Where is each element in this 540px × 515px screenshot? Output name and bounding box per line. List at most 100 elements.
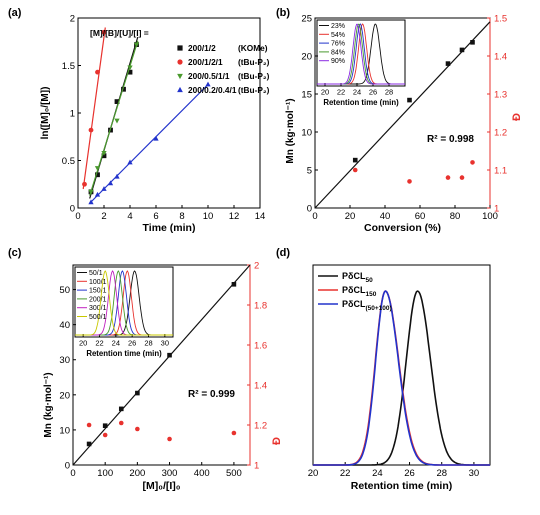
d-x-tick-label: 24: [372, 468, 383, 479]
legend-marker-a: [177, 59, 183, 65]
data-point-c: [231, 281, 237, 287]
data-point-a: [88, 199, 94, 205]
data-point-a: [94, 166, 101, 171]
b-x-tick-label: 20: [345, 211, 356, 222]
b-inset-legend-label: 23%: [331, 23, 345, 30]
b-x-tick-label: 100: [482, 211, 498, 222]
c-inset-legend-label: 500/1: [89, 314, 107, 321]
c2-y-tick-label: 1: [254, 461, 259, 472]
c-inset-legend-label: 100/1: [89, 279, 107, 286]
data-point-a: [127, 159, 133, 165]
data-point-a: [101, 29, 107, 35]
b-inset-legend-label: 90%: [331, 58, 345, 65]
y-axis-label-b: Mn (kg·mol⁻¹): [285, 98, 296, 163]
data-point-c: [135, 390, 140, 396]
y-axis-label-a: ln([M]₀/[M]): [40, 87, 51, 140]
c-x-tick-label: 500: [226, 468, 242, 479]
a-x-tick-label: 6: [153, 211, 158, 222]
fit-line-b: [314, 21, 491, 209]
c-inset-x-tick-label: 24: [112, 339, 120, 348]
legend-catalyst-a: (tBu-P₂): [238, 85, 270, 95]
curve-d: [313, 290, 490, 466]
plot-frame: [77, 17, 261, 209]
b-x-tick-label: 40: [380, 211, 391, 222]
data-point-b: [470, 40, 475, 45]
data-point-b: [470, 160, 475, 165]
data-point-c: [118, 406, 124, 412]
data-point-c: [135, 426, 140, 432]
d-x-tick-label: 20: [308, 468, 319, 479]
b-inset-legend-label: 54%: [331, 32, 345, 39]
data-point-c: [231, 430, 237, 436]
a-x-tick-label: 0: [75, 211, 80, 222]
c-inset-x-tick-label: 28: [144, 339, 152, 348]
data-point-a: [114, 118, 120, 124]
data-point-a: [114, 173, 120, 179]
b2-y-tick-label: 1.1: [494, 166, 507, 177]
c-inset-legend-label: 50/1: [89, 270, 103, 277]
data-point-b: [407, 97, 412, 103]
legend-label-d: PδCL150: [342, 285, 377, 298]
c-x-tick-label: 0: [70, 468, 75, 479]
panel-b: (b) 0 20 40 60 80 100 0 5 10 15 20 25 1 1.1 1.2 1.3 1.4 1.…: [276, 7, 523, 234]
c-y-tick-label: 20: [59, 390, 70, 401]
d-x-tick-label: 22: [340, 468, 351, 479]
c-inset-curve: [75, 270, 173, 336]
a-x-tick-label: 4: [127, 211, 132, 222]
data-point-a: [127, 65, 133, 71]
fit-line-a: [82, 27, 106, 190]
b-inset-frame: [316, 19, 406, 87]
legend-label-sub-d: (50+100): [365, 305, 391, 312]
legend-label-a: 200/0.2/0.4/1: [188, 85, 237, 95]
a-y-tick-label: 0: [70, 204, 75, 215]
d-x-tick-label: 30: [469, 468, 480, 479]
panel-c: (c) 0 100 200 300 400 500 0 10 20 30 40 50 1 1.2 1.4 1.6…: [8, 247, 283, 492]
c-inset-x-tick-label: 26: [128, 339, 136, 348]
c-inset-legend-label: 200/1: [89, 296, 107, 303]
c2-y-tick-label: 1.8: [254, 301, 267, 312]
legend-label-sub-d: 50: [365, 277, 373, 284]
data-point-a: [88, 127, 94, 133]
a-x-tick-label: 2: [101, 211, 106, 222]
y2-axis-label-b: Đ: [511, 113, 523, 121]
legend-catalyst-a: (tBu-P₂): [238, 57, 270, 67]
b-inset-x-tick-label: 28: [385, 88, 393, 97]
data-point-a: [205, 81, 211, 87]
data-point-a: [82, 181, 87, 187]
c-inset-legend-label: 300/1: [89, 305, 107, 312]
legend-label-d: PδCL(50+100): [342, 299, 392, 312]
data-point-c: [102, 423, 108, 429]
a-y-tick-label: 0.5: [62, 156, 75, 167]
b2-y-tick-label: 1.3: [494, 90, 507, 101]
data-point-a: [121, 86, 126, 92]
panel-label-a: (a): [8, 7, 22, 19]
b-inset-x-tick-label: 20: [321, 88, 329, 97]
data-point-b: [407, 179, 412, 184]
x-axis-label-c: [M]₀/[I]₀: [142, 480, 180, 492]
c-y-tick-label: 30: [59, 355, 70, 366]
c2-y-tick-label: 1.2: [254, 421, 267, 432]
data-point-c: [167, 352, 172, 358]
b-inset-curve: [317, 23, 405, 85]
a-x-tick-label: 10: [203, 211, 214, 222]
b-inset-x-tick-label: 24: [353, 88, 361, 97]
data-point-c: [102, 432, 108, 438]
a-y-tick-label: 1: [70, 109, 75, 120]
data-point-a: [95, 172, 100, 178]
x-axis-label-a: Time (min): [143, 222, 196, 234]
y2-axis-label-c: Đ: [271, 437, 283, 445]
data-point-a: [88, 189, 94, 195]
b2-y-tick-label: 1.5: [494, 14, 507, 25]
c-inset-x-tick-label: 20: [79, 339, 87, 348]
legend-label-a: 200/1/2/1: [188, 57, 223, 67]
panel-label-c: (c): [8, 247, 22, 259]
a-x-tick-label: 8: [179, 211, 184, 222]
c-x-tick-label: 100: [97, 468, 113, 479]
legend-label-a: 200/1/2: [188, 43, 216, 53]
b-y-tick-label: 0: [307, 204, 312, 215]
b-y-tick-label: 20: [301, 52, 312, 63]
b-inset-legend-label: 84%: [331, 49, 345, 56]
fit-line-a: [89, 84, 209, 204]
